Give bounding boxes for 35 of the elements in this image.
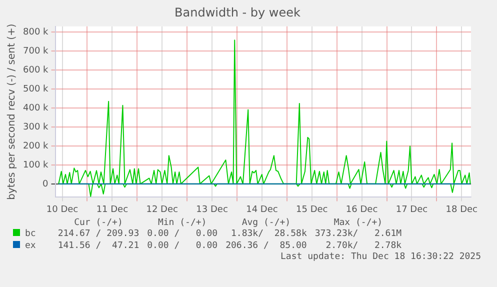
legend-label: ex	[24, 240, 37, 252]
x-tick-label: 16 Dec	[346, 204, 378, 215]
text: 1.83k/ 28.58k	[230, 228, 308, 240]
y-tick-label: 100 k	[22, 160, 50, 170]
x-tick-label: 13 Dec	[196, 204, 228, 215]
text: 0.00 / 0.00	[146, 228, 219, 240]
text: Min (-/+)	[156, 218, 208, 228]
text: 2.70k/ 2.78k	[324, 240, 403, 252]
text: Last update: Thu Dec 18 16:30:22 2025	[280, 252, 482, 262]
text: 373.23k/ 2.61M	[314, 228, 403, 240]
y-axis-title: bytes per second recv (-) / sent (+)	[6, 24, 18, 200]
y-tick-label: 300 k	[22, 122, 50, 132]
y-tick-label: 200 k	[22, 141, 50, 152]
y-tick-label: 600 k	[22, 65, 50, 76]
x-tick-label: 17 Dec	[396, 204, 428, 215]
text: Max (-/+)	[332, 218, 384, 228]
x-tick-label: 12 Dec	[146, 204, 178, 215]
y-tick-label: 500 k	[22, 84, 50, 94]
x-tick-label: 11 Dec	[96, 204, 128, 215]
legend-label: bc	[24, 228, 37, 240]
y-tick-label: 800 k	[22, 27, 50, 38]
y-tick-label: 400 k	[22, 103, 50, 114]
x-tick-label: 15 Dec	[296, 204, 328, 215]
x-tick-label: 14 Dec	[246, 204, 278, 215]
text: Avg (-/+)	[240, 218, 292, 228]
text: 0.00 / 0.00	[146, 240, 219, 252]
y-tick-label: 700 k	[22, 46, 50, 56]
text: 206.36 / 85.00	[224, 240, 308, 252]
x-tick-label: 18 Dec	[446, 204, 478, 215]
chart-title: Bandwidth - by week	[174, 5, 301, 20]
y-tick-label: 0	[42, 179, 49, 190]
text: 214.67 / 209.93	[56, 228, 140, 240]
x-tick-label: 10 Dec	[46, 204, 78, 215]
text: Cur (-/+)	[73, 218, 124, 228]
text: 141.56 / 47.21	[56, 240, 140, 252]
